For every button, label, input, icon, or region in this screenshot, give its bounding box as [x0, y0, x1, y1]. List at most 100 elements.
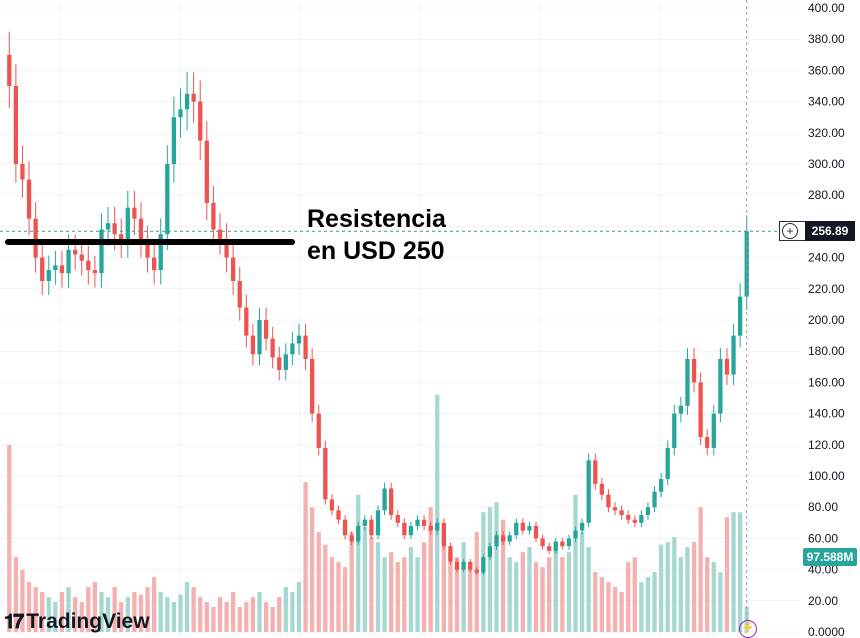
candle-body [626, 515, 631, 520]
volume-bar [448, 552, 453, 632]
y-tick-label: 20.00 [808, 594, 838, 608]
candle-body [231, 257, 236, 281]
volume-bar [66, 587, 71, 632]
candle-body [290, 343, 295, 355]
candle-body [533, 525, 539, 539]
volume-bar [547, 557, 552, 632]
y-tick-label: 360.00 [808, 63, 845, 77]
candle-body [217, 229, 223, 239]
candle-body [237, 281, 242, 308]
volume-bar [277, 597, 282, 632]
candle-body [303, 335, 308, 359]
y-tick-label: 120.00 [808, 438, 845, 452]
volume-bar [527, 547, 532, 632]
candle-body [53, 265, 58, 271]
candle-body [257, 320, 262, 355]
y-tick-label: 160.00 [808, 375, 845, 389]
candle-body [165, 164, 170, 235]
candle-body [171, 117, 177, 164]
candle-body [283, 354, 288, 370]
plus-icon: + [782, 223, 798, 239]
volume-bar [632, 557, 637, 632]
volume-bar [375, 542, 381, 632]
volume-bar [382, 557, 387, 632]
volume-bar [395, 562, 400, 632]
volume-bar [7, 444, 12, 632]
candle-body [86, 260, 91, 271]
volume-bar [152, 577, 157, 632]
candle-body [606, 494, 611, 508]
candle-body [20, 164, 25, 180]
candle-body [263, 320, 269, 339]
volume-bar [494, 502, 499, 632]
annotation-line-2: en USD 250 [307, 237, 445, 265]
candle-body [645, 507, 651, 515]
candle-body [639, 515, 644, 523]
volume-bar [579, 532, 585, 632]
candle-body [191, 93, 196, 102]
volume-bar [474, 532, 479, 632]
candle-body [132, 207, 137, 219]
volume-bar [487, 507, 493, 632]
candle-body [691, 359, 697, 383]
candle-body [678, 405, 684, 414]
volume-bar [198, 597, 203, 632]
volume-bar [626, 562, 631, 632]
candle-body [500, 535, 506, 542]
volume-bar [658, 544, 664, 632]
candle-body [13, 86, 19, 164]
candle-body [685, 359, 690, 406]
candle-body [593, 460, 598, 484]
volume-bar [336, 562, 341, 632]
volume-bar [138, 594, 144, 632]
candle-body [441, 522, 446, 547]
volume-bar [507, 557, 512, 632]
candle-body [112, 223, 117, 235]
volume-bar [283, 587, 288, 632]
candle-body [408, 525, 414, 536]
volume-bar [310, 507, 315, 632]
candle-body [375, 510, 381, 536]
volume-bar [191, 587, 196, 632]
y-tick-label: 40.00 [808, 563, 838, 577]
candle-body [349, 535, 354, 542]
volume-bar [645, 577, 651, 632]
volume-bar [566, 552, 572, 632]
volume-bar [171, 602, 177, 632]
volume-bar [323, 544, 328, 632]
volume-bar [105, 597, 111, 632]
volume-bar [540, 567, 545, 632]
candle-body [428, 525, 433, 531]
volume-bar [553, 547, 558, 632]
candle-body [711, 413, 716, 448]
price-axis[interactable]: 400.00 380.00 360.00 340.00 320.00 300.00 280.… [808, 1, 845, 636]
last-price-label: 256.89 [805, 221, 855, 241]
volume-bar [356, 494, 361, 632]
volume-bar [500, 519, 506, 632]
volume-bar [99, 592, 104, 632]
candle-body [421, 519, 427, 526]
candle-body [250, 335, 256, 355]
y-tick-label: 280.00 [808, 188, 845, 202]
tradingview-logo[interactable]: 𝟏𝟕 TradingView [4, 610, 150, 634]
volume-bar [454, 557, 460, 632]
candle-body [99, 229, 104, 274]
candle-body [105, 223, 111, 230]
y-tick-label: 320.00 [808, 126, 845, 140]
candle-body [244, 307, 249, 336]
y-tick-label: 340.00 [808, 95, 845, 109]
volume-bar [145, 587, 150, 632]
volume-bar [441, 537, 446, 632]
candle-body [507, 535, 512, 542]
lightning-icon[interactable]: ⚡ [739, 620, 757, 638]
resistance-annotation: Resistencia en USD 250 [307, 203, 446, 267]
volume-bar [263, 602, 269, 632]
volume-bar [718, 572, 723, 632]
candle-body [204, 140, 209, 203]
candle-body [599, 483, 604, 495]
volume-bar [468, 562, 473, 632]
volume-bar [296, 582, 302, 632]
volume-bar [250, 597, 256, 632]
